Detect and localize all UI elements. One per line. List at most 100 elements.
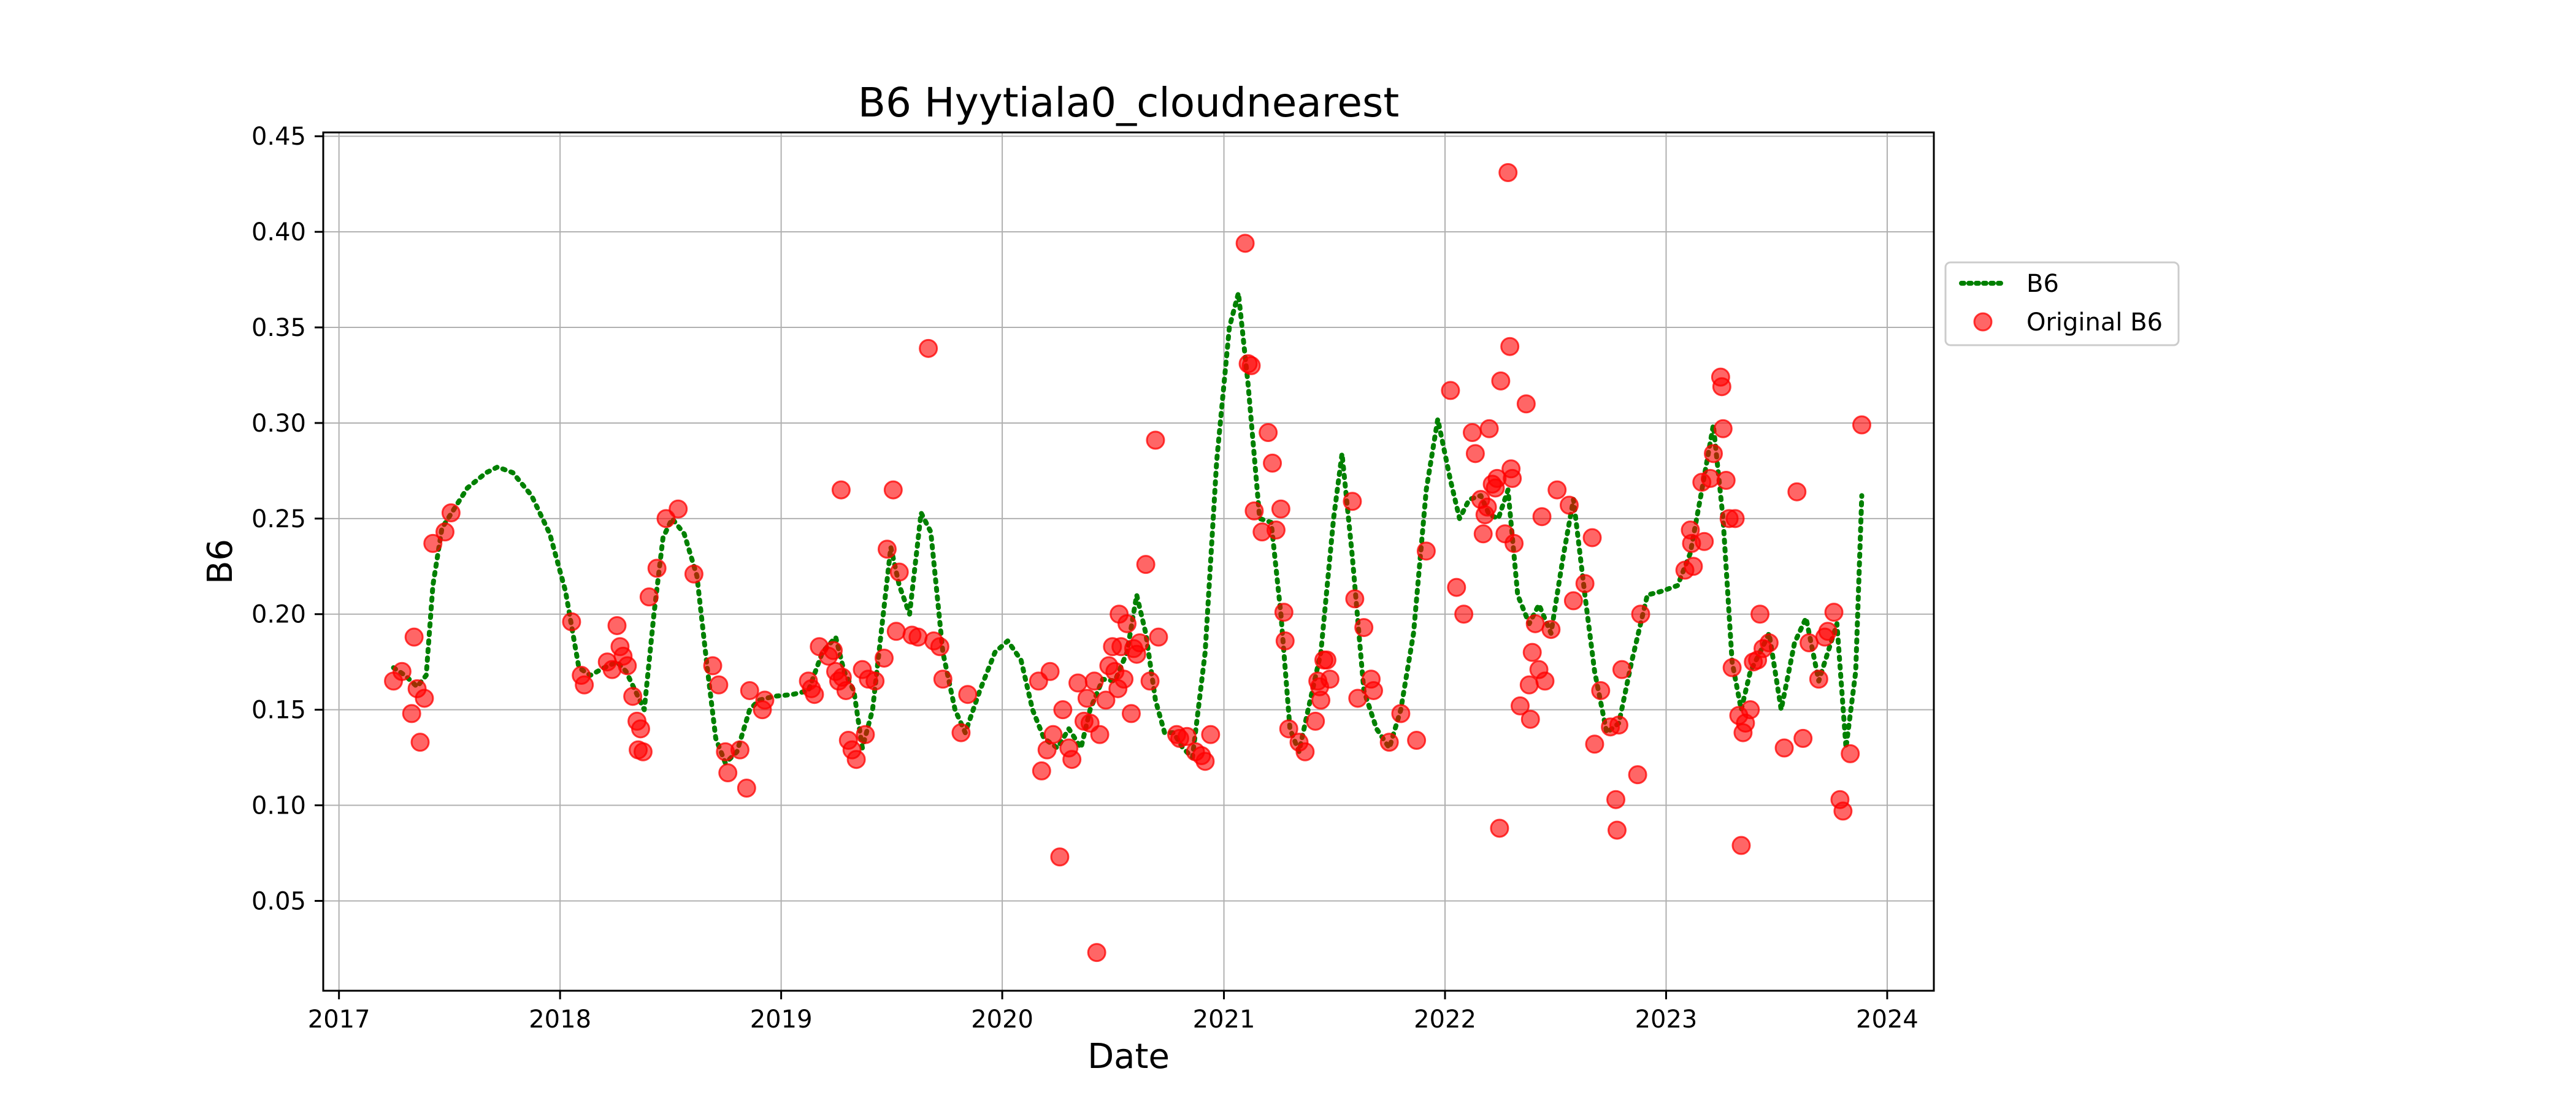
data-point-original-b6 xyxy=(1609,715,1628,735)
y-tick-label: 0.25 xyxy=(251,505,306,533)
x-axis-label: Date xyxy=(1087,1037,1170,1077)
data-point-original-b6 xyxy=(1607,820,1627,840)
data-point-original-b6 xyxy=(1279,719,1298,739)
scatter-points-layer xyxy=(384,162,1871,963)
legend-label-original-b6: Original B6 xyxy=(2026,308,2163,337)
legend-box xyxy=(1944,261,2180,346)
data-point-original-b6 xyxy=(423,533,443,553)
data-point-original-b6 xyxy=(410,733,430,752)
data-point-original-b6 xyxy=(1800,633,1819,653)
data-point-original-b6 xyxy=(737,778,756,798)
data-point-original-b6 xyxy=(1541,620,1561,639)
data-point-original-b6 xyxy=(633,742,653,761)
data-point-original-b6 xyxy=(703,656,723,676)
data-point-original-b6 xyxy=(1731,836,1751,855)
gridlines xyxy=(323,132,1934,991)
x-axis-ticks: 2017 2018 2019 2020 2021 2022 2023 2024 xyxy=(308,991,1919,1034)
y-tick-label: 0.05 xyxy=(251,887,306,915)
data-point-original-b6 xyxy=(435,522,455,542)
data-point-original-b6 xyxy=(1505,533,1524,553)
data-point-original-b6 xyxy=(1391,704,1411,723)
data-point-original-b6 xyxy=(1532,507,1552,527)
data-point-original-b6 xyxy=(831,480,851,500)
data-point-original-b6 xyxy=(684,564,703,584)
x-tick-label: 2024 xyxy=(1856,1005,1919,1034)
x-tick-label: 2018 xyxy=(529,1005,591,1034)
y-tick-label: 0.40 xyxy=(251,218,306,246)
y-tick-label: 0.45 xyxy=(251,123,306,151)
data-point-original-b6 xyxy=(1712,377,1731,397)
data-point-original-b6 xyxy=(886,622,906,641)
data-point-original-b6 xyxy=(1695,532,1714,551)
data-point-original-b6 xyxy=(623,687,643,706)
data-point-original-b6 xyxy=(1809,669,1828,689)
data-point-original-b6 xyxy=(1096,690,1116,710)
data-point-original-b6 xyxy=(1050,847,1070,867)
data-point-original-b6 xyxy=(639,587,659,607)
data-point-original-b6 xyxy=(618,656,637,676)
legend: B6 Original B6 xyxy=(1944,261,2180,346)
data-point-original-b6 xyxy=(1716,470,1736,490)
y-axis-label: B6 xyxy=(201,539,240,584)
data-point-original-b6 xyxy=(883,480,903,500)
data-point-original-b6 xyxy=(1447,578,1466,597)
data-point-original-b6 xyxy=(1704,444,1723,463)
data-point-original-b6 xyxy=(1824,603,1844,622)
y-tick-label: 0.15 xyxy=(251,696,306,725)
data-point-original-b6 xyxy=(1317,650,1336,670)
data-point-original-b6 xyxy=(1062,750,1082,769)
data-point-original-b6 xyxy=(877,540,897,559)
data-point-original-b6 xyxy=(1146,430,1165,450)
x-tick-label: 2021 xyxy=(1193,1005,1255,1034)
data-point-original-b6 xyxy=(1559,495,1579,515)
data-point-original-b6 xyxy=(415,688,434,708)
data-point-original-b6 xyxy=(1117,614,1137,633)
data-point-original-b6 xyxy=(1195,752,1215,771)
data-point-original-b6 xyxy=(856,725,875,744)
data-point-original-b6 xyxy=(1510,696,1530,715)
data-point-original-b6 xyxy=(1479,419,1499,438)
data-point-original-b6 xyxy=(1295,742,1315,761)
data-point-original-b6 xyxy=(1275,631,1295,650)
data-point-original-b6 xyxy=(1563,591,1583,611)
data-point-original-b6 xyxy=(1498,162,1518,182)
data-point-original-b6 xyxy=(607,616,627,635)
data-point-original-b6 xyxy=(730,740,749,760)
data-point-original-b6 xyxy=(836,681,856,700)
data-point-original-b6 xyxy=(1259,423,1278,443)
data-point-original-b6 xyxy=(740,681,759,700)
data-point-original-b6 xyxy=(1841,744,1860,763)
data-point-original-b6 xyxy=(1465,444,1485,463)
data-point-original-b6 xyxy=(1136,555,1156,574)
data-point-original-b6 xyxy=(1793,728,1813,748)
data-point-original-b6 xyxy=(1547,480,1567,500)
data-point-original-b6 xyxy=(1478,497,1497,517)
data-point-original-b6 xyxy=(1274,603,1294,622)
data-point-original-b6 xyxy=(1068,673,1088,693)
data-point-original-b6 xyxy=(1348,688,1368,708)
data-point-original-b6 xyxy=(1084,671,1104,691)
y-tick-label: 0.20 xyxy=(251,601,306,629)
data-point-original-b6 xyxy=(1628,765,1647,785)
data-point-original-b6 xyxy=(1490,818,1509,838)
data-point-original-b6 xyxy=(1130,633,1149,653)
data-point-original-b6 xyxy=(1522,643,1542,662)
data-point-original-b6 xyxy=(709,675,729,695)
data-point-original-b6 xyxy=(1684,557,1703,576)
y-tick-label: 0.10 xyxy=(251,792,306,820)
data-point-original-b6 xyxy=(1606,790,1626,809)
data-point-original-b6 xyxy=(562,612,581,631)
data-point-original-b6 xyxy=(1535,671,1555,691)
data-point-original-b6 xyxy=(1503,468,1522,488)
data-point-original-b6 xyxy=(631,719,650,739)
data-point-original-b6 xyxy=(865,671,885,691)
data-point-original-b6 xyxy=(1525,614,1545,633)
data-point-original-b6 xyxy=(575,675,594,695)
data-point-original-b6 xyxy=(1454,604,1474,624)
legend-label-b6: B6 xyxy=(2026,270,2059,298)
data-point-original-b6 xyxy=(1235,234,1255,253)
data-point-original-b6 xyxy=(1149,627,1168,647)
data-point-original-b6 xyxy=(908,627,928,647)
